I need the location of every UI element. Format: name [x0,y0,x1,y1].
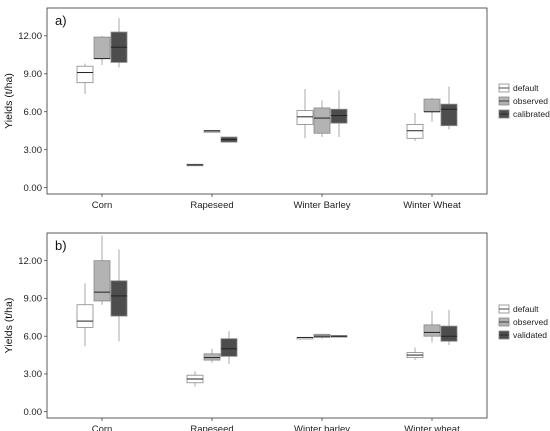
box-iqr [440,325,458,342]
box-iqr [76,65,94,84]
box-iqr [93,260,111,302]
legend-label: default [513,83,539,93]
box-iqr [330,108,348,124]
box-default [406,113,424,141]
legend-label: calibrated [513,109,550,119]
box-observed [203,130,221,133]
legend-item-observed: observed [498,317,548,327]
box-calibrated [220,136,238,143]
box-iqr [423,98,441,113]
box-iqr [220,338,238,357]
x-tick-label: Corn [92,424,113,431]
box-iqr [110,280,128,317]
box-default [296,88,314,139]
box-observed [423,97,441,122]
box-validated [110,249,128,342]
plot-frame [46,232,488,419]
y-tick-label: 9.00 [24,294,43,305]
x-tick-label: Rapeseed [190,200,233,211]
box-default [186,371,204,387]
box-validated [330,334,348,338]
x-tick-label: Winter Wheat [403,200,461,211]
box-default [186,163,204,167]
y-tick-label: 0.00 [24,407,43,418]
y-tick-label: 12.00 [18,256,42,267]
plot-frame [46,7,488,195]
box-observed [93,35,111,65]
legend-label: validated [513,330,547,340]
box-calibrated [110,18,128,68]
x-tick-label: Winter wheat [404,424,460,431]
box-validated [220,331,238,364]
x-tick-label: Corn [92,200,113,211]
y-tick-label: 6.00 [24,107,43,118]
box-calibrated [330,90,348,138]
box-iqr [203,353,221,361]
legend-label: observed [513,317,548,327]
box-default [296,336,314,340]
box-observed [313,333,331,339]
y-tick-label: 3.00 [24,369,43,380]
legend-item-validated: validated [498,330,547,340]
box-observed [203,348,221,363]
legend-item-default: default [498,304,539,314]
panel-label: b) [55,238,67,253]
chart-panel-1: a) Yields (t/ha) 0.00 3.00 6.00 9.00 12.00 Corn… [3,7,550,211]
panel-label: a) [55,13,67,28]
legend-item-observed: observed [498,96,548,106]
legend-item-calibrated: calibrated [498,109,550,119]
x-tick-label: Winter barley [294,424,350,431]
legend-label: observed [513,96,548,106]
box-observed [93,235,111,305]
box-iqr [406,124,424,139]
box-default [406,347,424,361]
box-iqr [296,110,314,125]
y-tick-label: 6.00 [24,331,43,342]
x-tick-label: Winter Barley [293,200,350,211]
box-observed [423,311,441,343]
y-tick-label: 9.00 [24,69,43,80]
y-axis-label: Yields (t/ha) [3,73,15,129]
box-observed [313,100,331,138]
box-iqr [76,304,94,328]
box-iqr [423,324,441,337]
y-tick-label: 3.00 [24,145,43,156]
box-calibrated [440,86,458,130]
box-iqr [440,103,458,127]
chart-panel-2: b) Yields (t/ha) 0.00 3.00 6.00 9.00 12.00 Corn… [3,232,548,431]
y-tick-label: 0.00 [24,183,43,194]
box-default [76,283,94,347]
box-validated [440,309,458,346]
box-default [76,63,94,95]
legend-label: default [513,304,539,314]
legend-item-default: default [498,83,539,93]
box-iqr [313,107,331,134]
y-tick-label: 12.00 [18,31,42,42]
box-iqr [93,36,111,60]
x-tick-label: Rapeseed [190,424,233,431]
y-axis-label: Yields (t/ha) [3,298,15,354]
